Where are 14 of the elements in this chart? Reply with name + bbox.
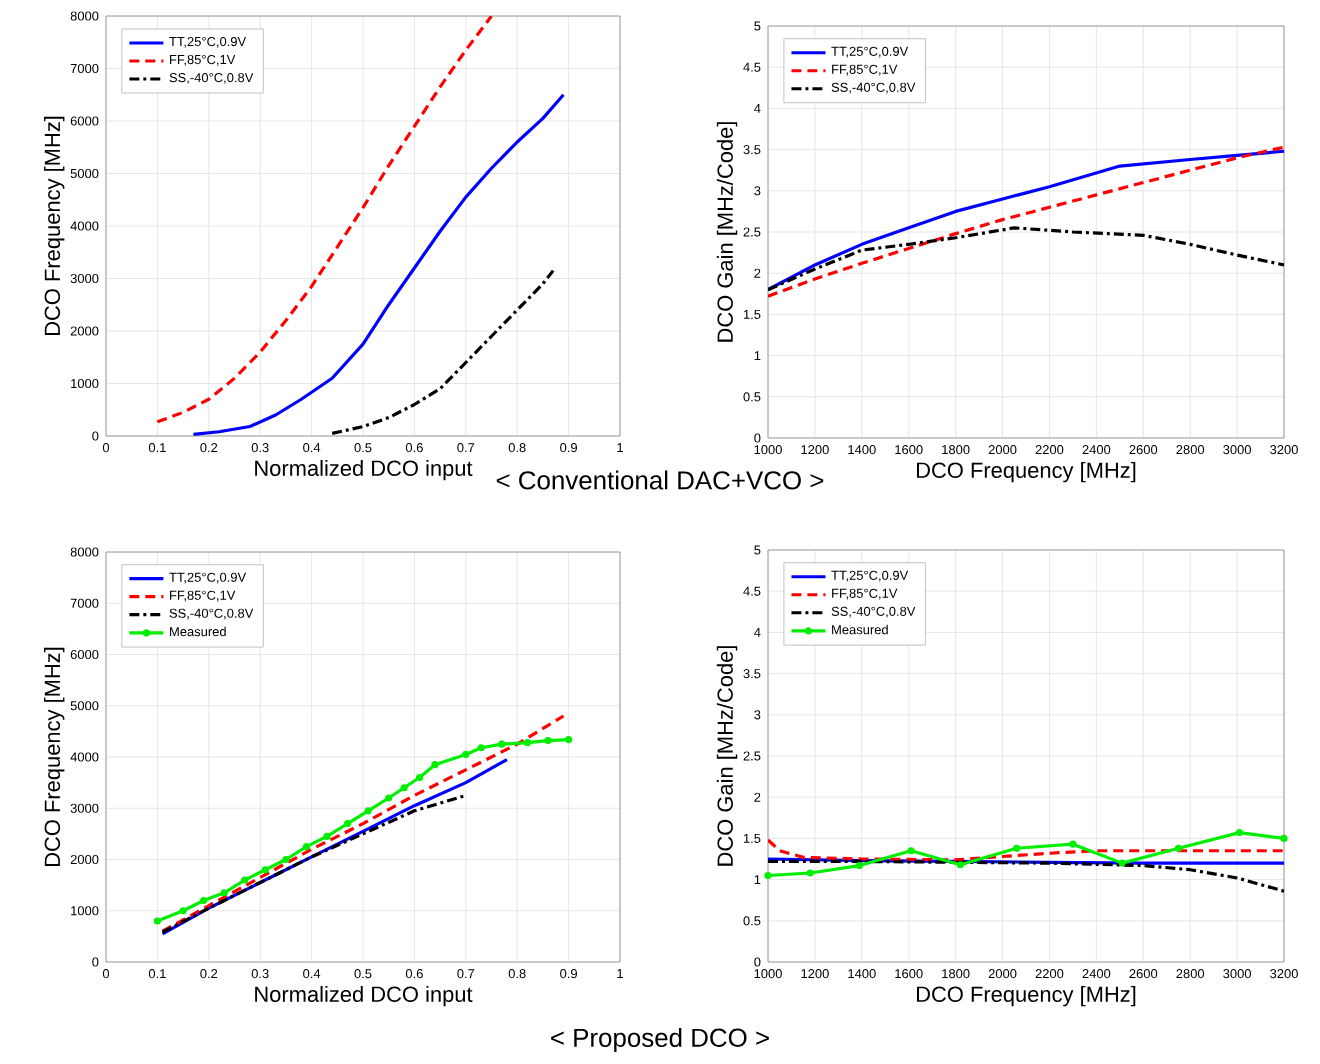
line-series [768, 859, 1285, 893]
y-axis-title: DCO Frequency [MHz] [44, 647, 65, 867]
line-series [191, 93, 566, 436]
line-series [330, 269, 555, 435]
text: < Conventional DAC+VCO > [496, 470, 824, 490]
x-axis-title: Normalized DCO input [255, 985, 473, 1007]
y-axis-title: DCO Frequency [MHz] [44, 116, 65, 336]
x-axis-title: Normalized DCO input [255, 459, 473, 481]
line-series [768, 226, 1285, 292]
x-axis-title: DCO Frequency [MHz] [916, 461, 1136, 483]
x-axis-title: DCO Frequency [MHz] [916, 985, 1136, 1007]
y-axis-title: DCO Gain [MHz/Code] [716, 646, 738, 866]
text: < Proposed DCO > [551, 1027, 769, 1053]
y-axis-title: DCO Gain [MHz/Code] [716, 122, 738, 342]
